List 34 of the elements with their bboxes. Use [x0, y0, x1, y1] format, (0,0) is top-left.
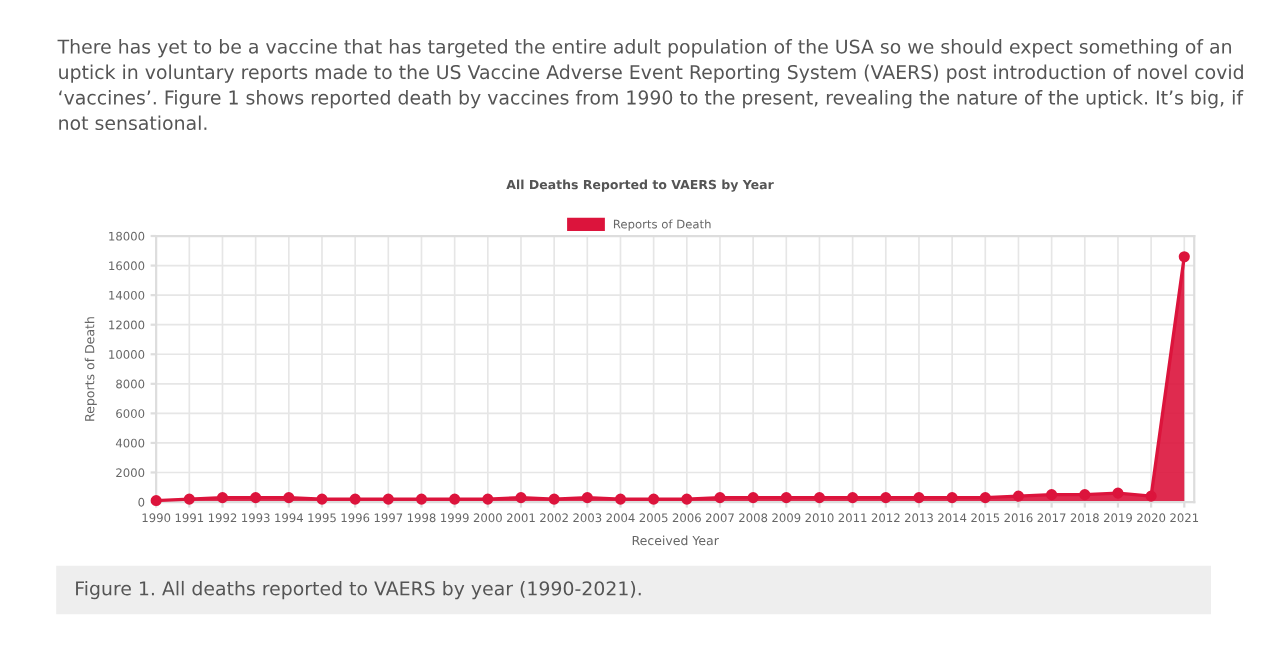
point: [1012, 490, 1025, 502]
point: [150, 495, 162, 507]
point: [913, 492, 925, 504]
point: [449, 493, 461, 505]
point: [1112, 487, 1124, 499]
text: There has yet to be a vaccine that has targeted the entire adult population of the USA so we should expect something of an uptick in voluntary reports made to the US Vaccine Adverse Event Reporting System (VAERS) post introduction of novel covid ‘vaccines’. Figure 1 shows reported death by vaccines from 1990 to the present, revealing the nature of the uptick. It’s big, if not sensational.: [57, 39, 1244, 131]
point: [415, 493, 428, 505]
point: [880, 492, 892, 504]
point: [747, 492, 759, 504]
point: [714, 492, 726, 504]
point: [382, 493, 394, 505]
point: [681, 493, 693, 505]
point: [847, 492, 859, 504]
point: [482, 493, 494, 505]
point: [216, 492, 229, 504]
point: [183, 493, 195, 505]
point: [979, 492, 991, 504]
point: [1145, 490, 1157, 502]
point: [780, 492, 792, 504]
point: [316, 493, 328, 505]
point: [1079, 489, 1091, 501]
point: [250, 492, 262, 504]
point: [648, 493, 660, 505]
caption: Figure 1. All deaths reported to VAERS by year (1990-2021).: [76, 580, 641, 600]
point: [813, 492, 826, 504]
point: [946, 492, 958, 504]
point: [1178, 251, 1190, 263]
point: [548, 493, 560, 505]
point: [349, 493, 361, 505]
point: [581, 492, 593, 504]
point: [1046, 489, 1058, 501]
point: [614, 493, 627, 505]
point: [515, 492, 527, 504]
point: [283, 492, 295, 504]
